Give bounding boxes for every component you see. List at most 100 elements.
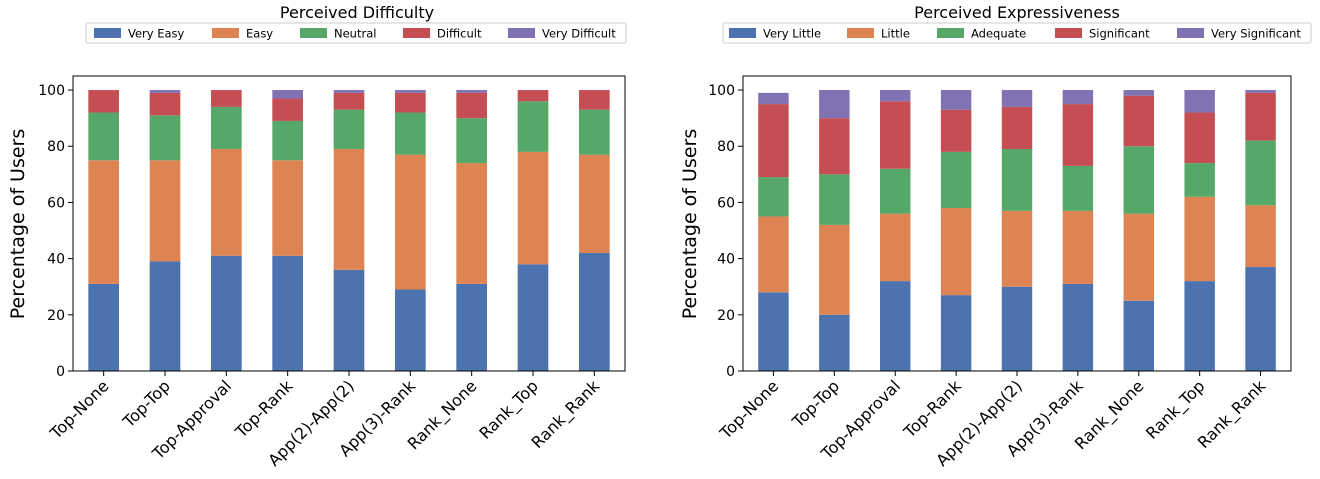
- y-axis-ticks: 0 20 40 60 80 100: [38, 83, 73, 380]
- bar-top-top-very-significant: [819, 90, 850, 119]
- bar-top-rank-adequate: [940, 151, 972, 209]
- legend-label: Little: [881, 27, 910, 41]
- y-tick-label: 60: [717, 195, 735, 211]
- y-tick-label: 0: [726, 364, 735, 380]
- bar-app-3-rank-neutral: [395, 112, 426, 155]
- legend-item-difficult: Difficult: [403, 27, 482, 41]
- y-tick-label: 20: [47, 308, 65, 324]
- bar-top-approval-very-significant: [880, 90, 911, 102]
- y-tick-label: 80: [717, 139, 735, 155]
- bar-app-2-app-2-difficult: [333, 92, 365, 110]
- y-tick-label: 40: [47, 252, 65, 268]
- bar-top-approval-very-easy: [211, 255, 242, 371]
- bar-rank-top-very-easy: [517, 264, 549, 371]
- x-tick-label-top-none: Top-None: [715, 376, 782, 443]
- legend-label: Very Difficult: [542, 27, 616, 41]
- bar-top-top-adequate: [819, 174, 850, 225]
- bar-top-top-little: [819, 224, 850, 315]
- bar-app-3-rank-adequate: [1062, 165, 1094, 211]
- legend-label: Very Easy: [128, 27, 185, 41]
- bar-top-approval-difficult: [211, 90, 242, 107]
- legend-label: Neutral: [334, 27, 376, 41]
- y-tick-label: 100: [708, 83, 735, 99]
- legend-item-very-easy: Very Easy: [94, 27, 185, 41]
- bar-top-none-very-significant: [758, 92, 789, 105]
- y-axis-label: Percentage of Users: [7, 129, 29, 319]
- bar-top-rank-significant: [940, 109, 972, 152]
- bar-top-rank-little: [940, 208, 972, 296]
- bar-app-3-rank-very-little: [1062, 283, 1094, 371]
- bar-top-none-significant: [758, 104, 789, 178]
- x-tick-label-top-top: Top-Top: [118, 376, 173, 431]
- bar-rank-top-adequate: [1184, 163, 1215, 197]
- bar-top-top-very-little: [819, 314, 850, 371]
- y-tick-label: 60: [47, 195, 65, 211]
- bar-rank-top-easy: [517, 151, 549, 265]
- legend-item-significant: Significant: [1055, 27, 1150, 41]
- bar-app-2-app-2-easy: [333, 149, 365, 270]
- chart-title: Perceived Expressiveness: [914, 3, 1120, 22]
- bar-rank-top-significant: [1184, 112, 1215, 164]
- bar-top-approval-little: [880, 213, 911, 282]
- bar-top-rank-neutral: [272, 120, 303, 161]
- legend-item-easy: Easy: [212, 27, 273, 41]
- bar-rank-top-difficult: [517, 90, 549, 102]
- bar-rank-none-very-significant: [1123, 90, 1154, 96]
- legend-swatch: [729, 28, 756, 38]
- chart-title: Perceived Difficulty: [280, 3, 434, 22]
- bar-top-approval-easy: [211, 149, 242, 256]
- legend-swatch: [937, 28, 964, 38]
- bar-app-2-app-2-significant: [1001, 106, 1033, 150]
- bar-rank-none-little: [1123, 213, 1154, 301]
- legend-swatch: [94, 28, 121, 38]
- legend-item-very-significant: Very Significant: [1177, 27, 1301, 41]
- legend-swatch: [1177, 28, 1204, 38]
- bar-rank-rank-difficult: [579, 90, 610, 110]
- y-axis-label: Percentage of Users: [679, 129, 701, 319]
- bar-top-approval-very-little: [880, 281, 911, 371]
- bar-rank-rank-easy: [579, 154, 610, 253]
- bar-rank-none-very-difficult: [456, 90, 487, 93]
- bar-rank-rank-very-significant: [1245, 90, 1276, 93]
- bar-top-none-little: [758, 216, 789, 293]
- bar-app-3-rank-difficult: [395, 92, 426, 113]
- x-axis-ticks: Top-None Top-TopTop-ApprovalTop-RankApp(2…: [715, 371, 1271, 470]
- bar-top-top-very-easy: [149, 261, 181, 371]
- x-tick-label-top-none: Top-None: [46, 376, 113, 443]
- bar-top-top-very-difficult: [149, 90, 181, 93]
- bar-top-top-easy: [149, 160, 181, 262]
- bars: [88, 90, 610, 371]
- bar-top-none-neutral: [88, 112, 119, 161]
- bar-app-3-rank-very-easy: [395, 289, 426, 371]
- bar-rank-rank-little: [1245, 205, 1276, 268]
- chart-perceived-expressiveness: Perceived Expressiveness Very Little Littl…: [679, 3, 1312, 470]
- bar-top-approval-neutral: [211, 106, 242, 150]
- legend-label: Significant: [1089, 27, 1150, 41]
- bar-rank-rank-very-easy: [579, 253, 610, 371]
- legend-item-neutral: Neutral: [300, 27, 376, 41]
- bar-app-2-app-2-very-significant: [1001, 90, 1033, 107]
- y-tick-label: 80: [47, 139, 65, 155]
- bar-top-none-adequate: [758, 177, 789, 217]
- bar-rank-rank-neutral: [579, 109, 610, 155]
- bar-rank-none-very-easy: [456, 283, 487, 371]
- bar-top-top-difficult: [149, 92, 181, 116]
- chart-perceived-difficulty: Perceived Difficulty Very Easy Easy Neutral…: [7, 3, 627, 470]
- legend: Very Easy Easy Neutral Difficult Very Diffic…: [85, 22, 627, 44]
- bar-app-3-rank-very-significant: [1062, 90, 1094, 105]
- y-tick-label: 0: [56, 364, 65, 380]
- bar-top-top-neutral: [149, 115, 181, 161]
- legend-item-very-difficult: Very Difficult: [508, 27, 616, 41]
- legend-label: Adequate: [971, 27, 1026, 41]
- legend-label: Difficult: [437, 27, 482, 41]
- x-tick-label-top-rank: Top-Rank: [231, 376, 297, 442]
- legend-item-adequate: Adequate: [937, 27, 1026, 41]
- bar-app-3-rank-little: [1062, 210, 1094, 284]
- bar-top-rank-easy: [272, 160, 303, 256]
- bar-top-rank-very-difficult: [272, 90, 303, 99]
- bar-rank-none-adequate: [1123, 146, 1154, 214]
- bar-rank-none-difficult: [456, 92, 487, 119]
- legend-item-very-little: Very Little: [729, 27, 821, 41]
- legend-swatch: [300, 28, 327, 38]
